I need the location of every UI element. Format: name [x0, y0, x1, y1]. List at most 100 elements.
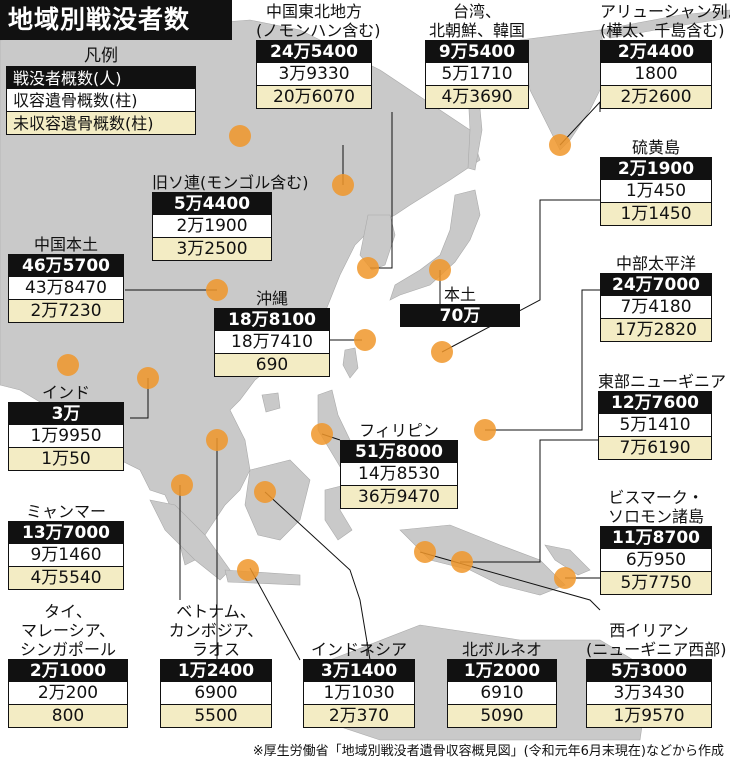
region-label: ソロモン諸島 [607, 507, 704, 526]
taiwan [342, 347, 359, 379]
leader-line [130, 378, 149, 419]
region-label: タイ、 [44, 602, 92, 621]
region-unrecovered: 2万370 [303, 705, 415, 728]
region-deaths: 1万2000 [447, 659, 557, 682]
region-former-ussr: 旧ソ連(モンゴル含む) 5万4400 2万1900 3万2500 [152, 173, 309, 261]
region-recovered: 6万950 [600, 549, 712, 572]
region-recovered: 6900 [160, 682, 272, 705]
region-unrecovered: 1万50 [8, 448, 124, 471]
marker-aleutian [549, 134, 571, 156]
marker-indonesia [237, 559, 259, 581]
region-unrecovered: 4万5540 [8, 567, 124, 590]
region-deaths: 9万5400 [425, 40, 529, 63]
korean-peninsula [359, 214, 396, 271]
region-japan-mainland: 本土 70万 [400, 285, 520, 327]
leader-line [485, 289, 600, 431]
borneo [244, 459, 311, 541]
marker-east-new-guinea [451, 551, 473, 573]
marker-central-pacific [474, 419, 496, 441]
region-deaths: 11万8700 [600, 526, 712, 549]
region-unrecovered: 17万2820 [600, 319, 712, 342]
region-deaths: 24万5400 [256, 40, 372, 63]
region-label: 北ボルネオ [461, 640, 542, 659]
region-label: フィリピン [359, 421, 439, 440]
region-unrecovered: 5500 [160, 705, 272, 728]
region-myanmar: ミャンマー 13万7000 9万1460 4万5540 [8, 502, 124, 590]
marker-vietnam [206, 429, 228, 451]
region-label: ベトナム、 [176, 602, 256, 621]
aleutian-islands [599, 9, 730, 39]
marker-japan [429, 259, 451, 281]
region-deaths: 70万 [400, 304, 520, 327]
leader-line [419, 551, 601, 611]
region-deaths: 12万7600 [598, 391, 712, 414]
map-title: 地域別戦没者数 [0, 0, 232, 40]
region-label: 中部太平洋 [615, 254, 696, 273]
region-india: インド 3万 1万9950 1万50 [8, 383, 124, 471]
legend-item-deaths: 戦没者概数(人) [6, 66, 196, 89]
region-recovered: 9万1460 [8, 544, 124, 567]
region-label: 西イリアン [609, 621, 689, 640]
hainan [261, 392, 281, 413]
region-label: ミャンマー [25, 502, 106, 521]
region-northeast-china: 中国東北地方 (ノモンハン含む) 24万5400 3万9330 20万6070 [256, 2, 381, 109]
region-recovered: 1万450 [600, 180, 712, 203]
region-central-pacific: 中部太平洋 24万7000 7万4180 17万2820 [600, 254, 712, 342]
region-recovered: 6910 [447, 682, 557, 705]
leader-line [249, 567, 301, 661]
region-label: 沖縄 [255, 289, 288, 308]
marker-thailand [171, 474, 193, 496]
region-label: ビスマーク・ [608, 488, 704, 507]
marker-iwo-jima [431, 341, 453, 363]
marker-north-borneo [254, 481, 276, 503]
region-deaths: 2万4400 [600, 40, 712, 63]
region-deaths: 24万7000 [600, 273, 712, 296]
solomon-islands [544, 544, 591, 576]
region-label: 本土 [443, 285, 476, 304]
region-label: 東部ニューギニア [598, 372, 727, 391]
japan [389, 189, 481, 301]
region-label: インド [41, 383, 90, 402]
kamchatka [519, 29, 611, 151]
region-unrecovered: 2万7230 [8, 300, 124, 323]
region-recovered: 1万9950 [8, 425, 124, 448]
region-recovered: 2万1900 [152, 215, 272, 238]
region-recovered: 1万1030 [303, 682, 415, 705]
marker-mongolia [229, 125, 251, 147]
region-deaths: 3万 [8, 402, 124, 425]
legend-item-unrecovered: 未収容遺骨概数(柱) [6, 112, 196, 135]
region-recovered: 3万9330 [256, 63, 372, 86]
region-deaths: 2万1000 [8, 659, 128, 682]
region-unrecovered: 5090 [447, 705, 557, 728]
marker-china [206, 279, 228, 301]
region-deaths: 5万4400 [152, 192, 272, 215]
region-recovered: 3万3430 [586, 682, 712, 705]
new-guinea [399, 524, 566, 596]
region-unrecovered: 5万7750 [600, 572, 712, 595]
region-deaths: 51万8000 [340, 440, 458, 463]
region-label: アリューシャン列島 [600, 2, 730, 21]
region-deaths: 1万2400 [160, 659, 272, 682]
region-philippines: フィリピン 51万8000 14万8530 36万9470 [340, 421, 458, 509]
region-label: 台湾、 [452, 2, 501, 21]
region-recovered: 14万8530 [340, 463, 458, 486]
region-indonesia: インドネシア 3万1400 1万1030 2万370 [303, 640, 415, 728]
region-vietnam-cambodia-laos: ベトナム、 カンボジア、 ラオス 1万2400 6900 5500 [160, 602, 272, 728]
leader-line [460, 439, 600, 563]
source-note: ※厚生労働省「地域別戦没者遺骨収容概見図」(令和元年6月末現在)などから作成 [252, 744, 724, 759]
marker-myanmar [137, 367, 159, 389]
region-label: (樺太、千島含む) [600, 21, 725, 40]
region-label: 中国本土 [33, 235, 98, 254]
region-label: 中国東北地方 [265, 2, 362, 21]
marker-korea [357, 257, 379, 279]
region-recovered: 5万1410 [598, 414, 712, 437]
region-china-mainland: 中国本土 46万5700 43万8470 2万7230 [8, 235, 124, 323]
marker-northeast-china [332, 174, 354, 196]
region-deaths: 13万7000 [8, 521, 124, 544]
region-recovered: 18万7410 [214, 331, 330, 354]
region-label: カンボジア、 [168, 621, 264, 640]
region-taiwan-korea: 台湾、 北朝鮮、韓国 9万5400 5万1710 4万3690 [425, 2, 529, 109]
region-label: マレーシア、 [20, 621, 116, 640]
region-recovered: 7万4180 [600, 296, 712, 319]
region-label: シンガポール [19, 640, 116, 659]
